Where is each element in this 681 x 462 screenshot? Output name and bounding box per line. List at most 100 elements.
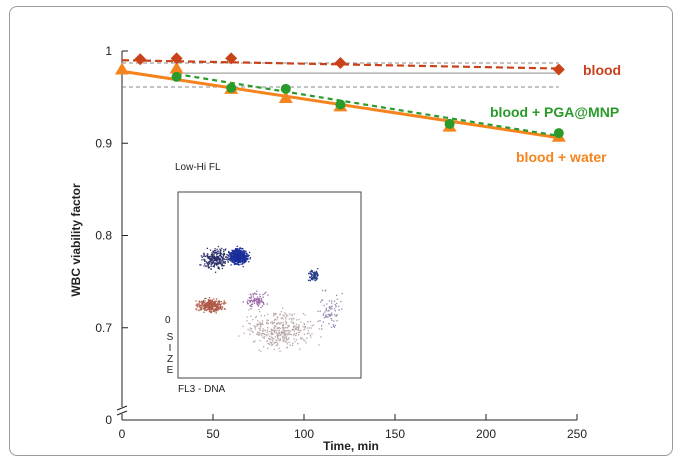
inset-dot-violet (247, 299, 249, 301)
inset-dot-grey (293, 317, 295, 320)
inset-dot-red (209, 301, 211, 303)
inset-dot-lilac (341, 292, 343, 295)
inset-dot-red (203, 305, 206, 308)
inset-dot-dark (228, 259, 230, 261)
inset-dot-red (215, 312, 217, 314)
inset-dot-dark (222, 260, 224, 263)
inset-dot-blue2 (310, 276, 313, 278)
inset-dot-grey (252, 341, 255, 343)
inset-dot-grey (252, 331, 254, 333)
inset-dot-blue (247, 254, 249, 256)
inset-dot-red (196, 303, 198, 305)
inset-dot-grey (282, 323, 285, 326)
inset-dot-blue (244, 260, 246, 262)
inset-dot-violet (252, 294, 254, 296)
inset-dot-violet (258, 300, 260, 302)
inset-dot-red (202, 305, 204, 307)
inset-dot-grey (305, 342, 307, 344)
inset-dot-red (217, 306, 219, 308)
inset-dot-grey (298, 331, 301, 333)
inset-dot-dark (214, 259, 216, 262)
inset-dot-blue (242, 251, 244, 254)
inset-dot-grey (277, 338, 279, 340)
inset-dot-red (210, 305, 212, 308)
plot-area: 0 0.7 0.8 0.9 1 0 50 100 150 200 250 (95, 44, 587, 441)
inset-dot-dark (222, 265, 224, 267)
inset-dot-blue (235, 250, 237, 252)
inset-dot-blue2 (313, 275, 315, 278)
inset-dot-grey (300, 329, 302, 331)
inset-dot-dark (219, 253, 222, 255)
inset-dot-blue (242, 260, 244, 262)
inset-dot-grey (276, 316, 278, 318)
inset-dot-grey (242, 325, 244, 328)
inset-dot-dark (207, 262, 209, 265)
inset-dot-grey (277, 333, 279, 335)
inset-dot-red (210, 302, 212, 305)
inset-dot-lilac (324, 311, 326, 313)
inset-dot-red (198, 302, 200, 305)
inset-dot-grey (275, 339, 277, 341)
inset-dot-blue (231, 256, 233, 258)
inset-dot-blue (246, 258, 248, 260)
inset-dot-grey (271, 323, 274, 325)
inset-dot-dark (219, 262, 221, 264)
inset-dot-grey (279, 314, 281, 316)
inset-dot-lilac (328, 313, 331, 316)
inset-dot-blue (245, 255, 247, 257)
inset-dot-violet (266, 303, 268, 305)
inset-dot-grey (287, 326, 290, 328)
inset-dot-lilac (322, 314, 324, 316)
inset-dot-grey (267, 327, 269, 329)
inset-dot-grey (266, 340, 268, 342)
inset-y-label-letter: S (167, 332, 174, 343)
inset-dot-grey (295, 334, 297, 336)
inset-dot-blue (230, 255, 232, 258)
inset-dot-lilac (327, 310, 329, 312)
inset-dot-grey (250, 328, 253, 330)
x-tick-label-2: 100 (294, 427, 314, 441)
inset-dot-grey (307, 321, 309, 323)
inset-dot-red (205, 305, 207, 307)
inset-dot-dark (215, 257, 218, 260)
inset-dot-blue (237, 248, 239, 250)
inset-dot-red (211, 302, 214, 304)
inset-dot-blue (237, 258, 239, 260)
inset-dot-red (201, 307, 203, 310)
inset-dot-lilac (330, 326, 333, 328)
inset-dot-grey (281, 327, 284, 329)
inset-dot-grey (273, 326, 275, 328)
inset-dot-blue2 (316, 279, 318, 281)
inset-dot-lilac (335, 315, 337, 317)
inset-dot-violet (255, 297, 257, 300)
inset-dot-grey (275, 344, 277, 347)
inset-dot-blue (233, 256, 235, 258)
inset-dot-grey (249, 327, 251, 329)
inset-dot-lilac (331, 307, 333, 309)
inset-dot-violet (264, 292, 266, 295)
inset-dot-red (200, 308, 203, 311)
inset-dot-blue (241, 263, 244, 265)
inset-dot-blue2 (311, 270, 313, 272)
inset-dot-grey (308, 332, 310, 334)
inset-dot-dark (229, 260, 231, 262)
inset-dot-grey (243, 332, 245, 334)
inset-dot-lilac (319, 310, 321, 312)
inset-dot-dark (224, 258, 226, 261)
inset-dot-blue (242, 253, 245, 255)
inset-dot-violet (253, 298, 255, 300)
inset-dot-lilac (324, 315, 327, 317)
inset-dot-violet (248, 297, 250, 299)
inset-dot-lilac (328, 323, 330, 325)
inset-dot-grey (302, 326, 304, 328)
inset-dot-grey (249, 323, 251, 325)
inset-dot-blue (240, 248, 242, 250)
marker-blood-0 (134, 53, 147, 66)
inset-dot-dark (217, 267, 219, 269)
inset-dot-grey (262, 336, 264, 338)
inset-dot-red (214, 308, 216, 310)
inset-dot-dark (218, 255, 221, 257)
inset-dot-dark (224, 249, 226, 251)
inset-dot-grey (303, 339, 305, 341)
inset-dot-grey (273, 338, 275, 340)
